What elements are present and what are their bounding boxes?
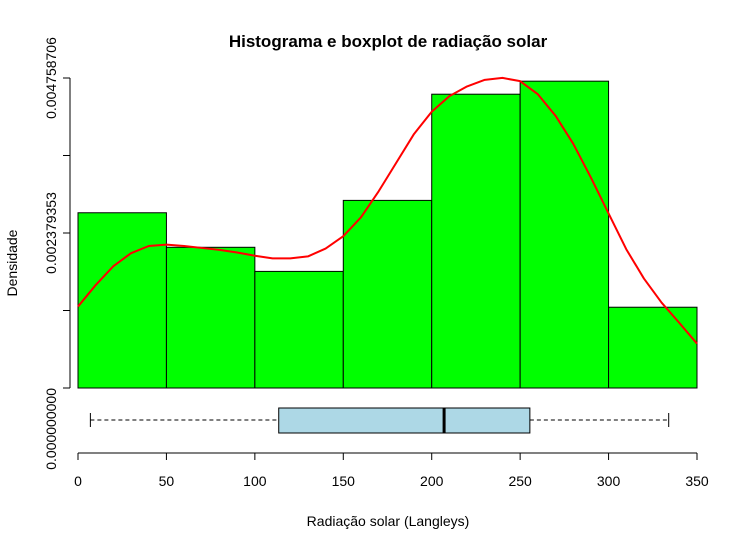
x-axis: 0 50 100 150 200 250 300 350 — [74, 452, 709, 489]
y-axis: 0.000000000 0.002379353 0.004758706 — [43, 37, 71, 470]
x-tick-label-8: 350 — [685, 473, 709, 489]
boxplot — [89, 407, 670, 434]
x-tick-label-7: 300 — [597, 473, 621, 489]
x-tick-label-4: 150 — [332, 473, 356, 489]
chart-title: Histograma e boxplot de radiação solar — [229, 32, 548, 51]
histogram-bars — [77, 80, 698, 389]
histogram-bar-2 — [165, 246, 256, 389]
x-tick-label-1: 0 — [74, 473, 82, 489]
histogram-bar-5 — [431, 93, 521, 389]
x-axis-label: Radiação solar (Langleys) — [307, 513, 470, 529]
histogram-bar-1 — [77, 212, 167, 389]
histogram-bar-6 — [519, 80, 610, 389]
density-curve — [77, 76, 698, 345]
x-tick-label-6: 250 — [508, 473, 532, 489]
y-tick-label-3: 0.004758706 — [43, 37, 59, 119]
histogram-bar-3 — [254, 270, 344, 389]
y-tick-label-2: 0.002379353 — [43, 192, 59, 274]
y-tick-label-1: 0.000000000 — [43, 388, 59, 470]
boxplot-box — [278, 407, 531, 434]
histogram-bar-7 — [608, 306, 698, 389]
x-tick-label-3: 100 — [243, 473, 267, 489]
y-axis-label: Densidade — [4, 229, 20, 296]
density-curve-layer — [77, 76, 698, 345]
histogram-bar-4 — [342, 199, 433, 389]
x-tick-label-5: 200 — [420, 473, 444, 489]
x-tick-label-2: 50 — [159, 473, 175, 489]
